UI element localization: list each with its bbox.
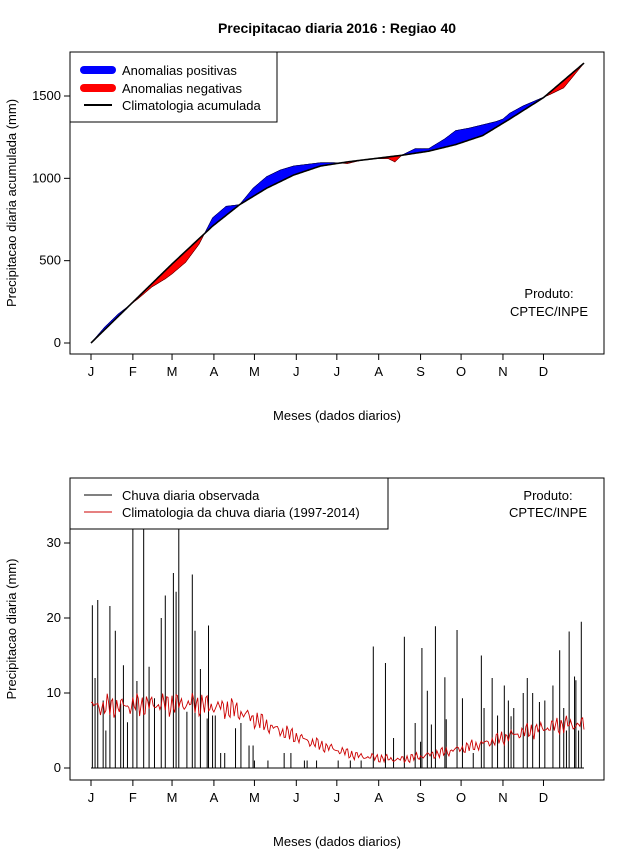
x-tick-label: M <box>249 790 260 805</box>
daily-climatology-line <box>90 693 585 764</box>
y-tick-label: 20 <box>47 610 61 625</box>
x-tick-label: A <box>374 790 383 805</box>
y-axis: 0 500 1000 1500 <box>32 88 71 350</box>
x-tick-label: F <box>129 364 137 379</box>
observed-daily-bars <box>91 520 584 769</box>
legend-label-climatology: Climatologia da chuva diaria (1997-2014) <box>122 505 360 520</box>
daily-precipitation-chart: 0 10 20 30 J F M A M J J A S O N D Precipitacao diaria… <box>4 477 605 849</box>
x-tick-label: A <box>374 364 383 379</box>
x-tick-label: J <box>88 790 95 805</box>
product-label: Produto: <box>523 488 572 503</box>
legend-label-climatology: Climatologia acumulada <box>122 98 262 113</box>
chart-title: Precipitacao diaria 2016 : Regiao 40 <box>218 20 456 36</box>
climatology-cumulative-line <box>90 62 585 344</box>
y-tick-label: 10 <box>47 685 61 700</box>
y-tick-label: 1500 <box>32 88 61 103</box>
x-tick-label: O <box>456 790 466 805</box>
product-source: CPTEC/INPE <box>509 505 587 520</box>
legend: Chuva diaria observada Climatologia da c… <box>69 477 389 530</box>
x-tick-label: D <box>539 364 548 379</box>
x-axis-label: Meses (dados diarios) <box>273 834 401 849</box>
x-tick-label: F <box>129 790 137 805</box>
y-tick-label: 1000 <box>32 170 61 185</box>
x-tick-label: M <box>249 364 260 379</box>
x-tick-label: J <box>293 364 300 379</box>
y-tick-label: 500 <box>39 253 61 268</box>
x-tick-label: M <box>167 364 178 379</box>
x-tick-label: J <box>334 364 341 379</box>
x-tick-label: O <box>456 364 466 379</box>
x-tick-label: S <box>416 790 425 805</box>
x-tick-label: A <box>210 790 219 805</box>
legend-label-observed: Chuva diaria observada <box>122 488 260 503</box>
x-tick-label: A <box>210 364 219 379</box>
y-tick-label: 30 <box>47 535 61 550</box>
product-label: Produto: <box>524 286 573 301</box>
legend-label-positive: Anomalias positivas <box>122 63 237 78</box>
x-tick-label: J <box>334 790 341 805</box>
y-axis-label: Precipitacao diaria (mm) <box>4 559 19 700</box>
x-axis-label: Meses (dados diarios) <box>273 408 401 423</box>
x-tick-label: N <box>498 790 507 805</box>
x-tick-label: M <box>167 790 178 805</box>
y-tick-label: 0 <box>54 335 61 350</box>
x-tick-label: D <box>539 790 548 805</box>
y-tick-label: 0 <box>54 760 61 775</box>
x-tick-label: S <box>416 364 425 379</box>
y-axis-label: Precipitacao diaria acumulada (mm) <box>4 99 19 307</box>
x-tick-label: N <box>498 364 507 379</box>
legend: Anomalias positivas Anomalias negativas … <box>69 51 278 123</box>
x-tick-label: J <box>293 790 300 805</box>
legend-label-negative: Anomalias negativas <box>122 81 242 96</box>
x-tick-label: J <box>88 364 95 379</box>
product-source: CPTEC/INPE <box>510 304 588 319</box>
cumulative-precipitation-chart: 0 500 1000 1500 J F M A M J J A S O N D Precipitacao d… <box>4 51 605 423</box>
y-axis: 0 10 20 30 <box>47 535 71 775</box>
